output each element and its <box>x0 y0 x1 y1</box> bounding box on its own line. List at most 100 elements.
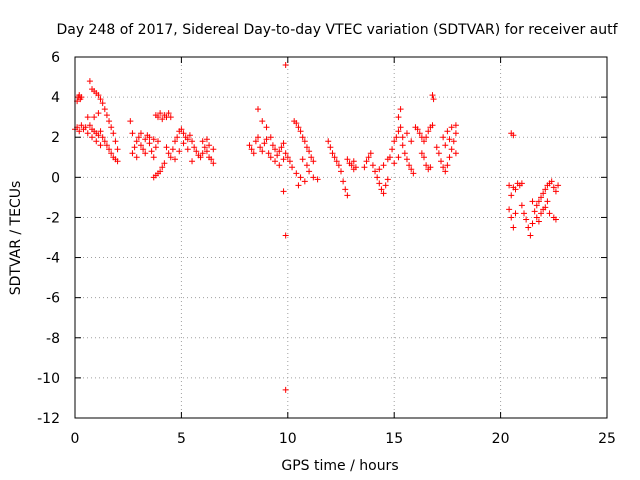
data-point <box>140 146 147 153</box>
data-point <box>295 124 302 131</box>
data-point <box>146 140 153 147</box>
data-point <box>263 124 270 131</box>
data-point <box>344 156 351 163</box>
y-tick-label: 2 <box>51 130 60 146</box>
data-point <box>510 132 517 139</box>
data-point <box>430 96 437 103</box>
data-point <box>301 138 308 145</box>
data-point <box>399 134 406 141</box>
y-tick-label: -4 <box>46 251 60 267</box>
data-point <box>529 220 536 227</box>
data-point <box>261 140 268 147</box>
data-point <box>372 168 379 175</box>
data-point <box>538 194 545 201</box>
data-point <box>272 158 279 165</box>
data-point <box>97 128 104 135</box>
data-point <box>280 140 287 147</box>
data-point <box>401 150 408 157</box>
data-point <box>186 132 193 139</box>
data-point <box>282 232 289 239</box>
data-point <box>408 138 415 145</box>
data-point <box>106 118 113 125</box>
data-point <box>299 134 306 141</box>
data-point <box>293 120 300 127</box>
data-point <box>350 166 357 173</box>
data-point <box>257 144 264 151</box>
data-point <box>189 158 196 165</box>
data-point <box>438 158 445 165</box>
data-point <box>180 140 187 147</box>
data-point <box>378 186 385 193</box>
data-point <box>544 198 551 205</box>
data-point <box>395 114 402 121</box>
x-tick-label: 5 <box>177 431 186 447</box>
data-point <box>163 144 170 151</box>
data-point <box>101 138 108 145</box>
data-point <box>167 114 174 121</box>
data-point <box>382 182 389 189</box>
data-point <box>280 188 287 195</box>
data-point <box>348 162 355 169</box>
y-tick-label: -10 <box>37 371 60 387</box>
data-point <box>333 158 340 165</box>
data-point <box>152 144 159 151</box>
data-point <box>408 166 415 173</box>
data-point <box>527 232 534 239</box>
data-point <box>191 144 198 151</box>
data-point <box>99 134 106 141</box>
data-point <box>165 110 172 117</box>
x-tick-label: 20 <box>492 431 510 447</box>
data-point <box>344 192 351 199</box>
data-point <box>403 130 410 137</box>
data-point <box>161 160 168 167</box>
data-point <box>169 146 176 153</box>
data-point <box>444 162 451 169</box>
data-point <box>172 138 179 145</box>
y-tick-label: 4 <box>51 90 60 106</box>
data-point <box>135 134 142 141</box>
data-point <box>397 124 404 131</box>
data-point <box>510 224 517 231</box>
data-point <box>299 156 306 163</box>
data-point <box>386 154 393 161</box>
data-point <box>129 150 136 157</box>
data-point <box>286 158 293 165</box>
data-point <box>208 156 215 163</box>
data-point <box>440 134 447 141</box>
data-point <box>137 130 144 137</box>
data-points <box>72 62 562 393</box>
data-point <box>303 144 310 151</box>
data-point <box>452 122 459 129</box>
data-point <box>342 186 349 193</box>
data-point <box>508 192 515 199</box>
data-point <box>506 206 513 213</box>
data-point <box>280 156 287 163</box>
data-point <box>380 162 387 169</box>
data-point <box>284 154 291 161</box>
data-point <box>265 150 272 157</box>
data-point <box>420 138 427 145</box>
data-point <box>255 106 262 113</box>
data-point <box>150 136 157 143</box>
data-point <box>329 150 336 157</box>
data-point <box>393 134 400 141</box>
data-point <box>444 128 451 135</box>
data-point <box>391 138 398 145</box>
data-point <box>282 62 289 69</box>
data-point <box>86 122 93 129</box>
data-point <box>548 178 555 185</box>
data-point <box>263 136 270 143</box>
data-point <box>518 202 525 209</box>
data-point <box>295 182 302 189</box>
data-point <box>142 136 149 143</box>
data-point <box>267 154 274 161</box>
y-tick-label: 0 <box>51 170 60 186</box>
data-point <box>137 142 144 149</box>
data-point <box>197 154 204 161</box>
data-point <box>210 146 217 153</box>
data-point <box>335 162 342 169</box>
data-point <box>78 94 85 101</box>
data-point <box>172 156 179 163</box>
data-point <box>274 152 281 159</box>
